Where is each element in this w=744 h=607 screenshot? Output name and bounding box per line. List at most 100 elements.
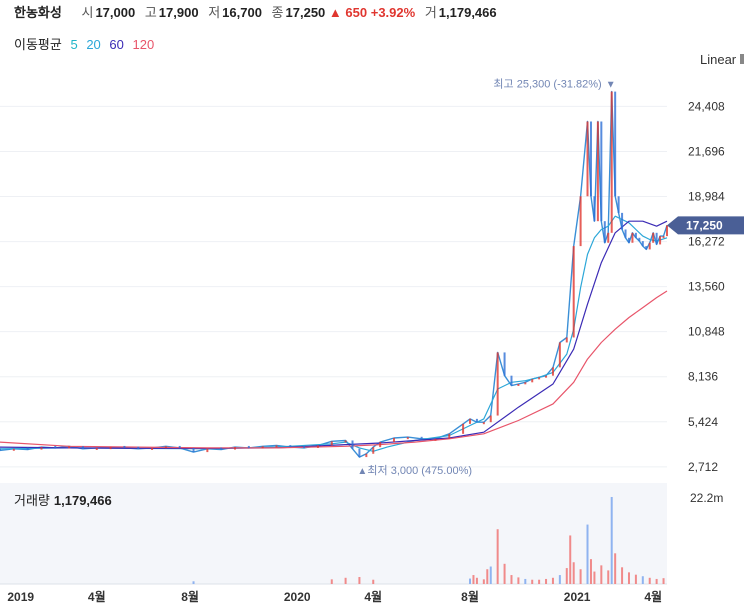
ma-60-label[interactable]: 60: [109, 37, 124, 52]
price-tick-label: 13,560: [688, 280, 725, 294]
price-tick-label: 5,424: [688, 415, 718, 429]
volume-bar: [475, 577, 478, 584]
price-candle: [275, 445, 278, 448]
price-candle: [593, 196, 596, 222]
price-tick-label: 8,136: [688, 370, 718, 384]
price-candle: [655, 232, 658, 245]
price-candle: [344, 440, 347, 443]
price-candle: [351, 440, 354, 449]
ma-120-label[interactable]: 120: [132, 37, 155, 52]
x-tick-label: 8월: [181, 589, 199, 604]
x-tick-label: 8월: [461, 589, 479, 604]
change-percent: +3.92%: [370, 5, 416, 20]
volume-bar: [496, 529, 499, 584]
price-candle: [206, 448, 209, 453]
volume-bar: [627, 572, 630, 584]
low-annotation-label: 최저 3,000 (475.00%): [367, 464, 472, 477]
price-candle: [330, 441, 333, 446]
price-candle: [603, 221, 606, 243]
price-candle: [434, 438, 437, 441]
stock-name: 한농화성: [14, 5, 62, 20]
price-candle: [151, 447, 154, 450]
price-candle: [178, 445, 181, 448]
low-annotation-arrow-icon: ▲: [357, 466, 367, 477]
price-candle: [631, 232, 634, 243]
price-candle: [659, 236, 662, 245]
price-tick-label: 18,984: [688, 190, 725, 204]
ma-20-label[interactable]: 20: [86, 37, 101, 52]
ma-5-label[interactable]: 5: [70, 37, 78, 52]
price-candle: [365, 453, 368, 458]
price-candle: [68, 446, 71, 449]
volume-bar: [517, 577, 520, 584]
price-candle: [617, 196, 620, 213]
high-annotation-arrow-icon: ▼: [606, 80, 616, 91]
volume-bar: [634, 574, 637, 584]
stock-header: 한농화성 시 17,000 고 17,900 저 16,700 종 17,250 ▲ 6…: [14, 4, 497, 22]
volume-bar: [358, 577, 361, 584]
volume-bar: [344, 577, 347, 584]
price-candle: [586, 121, 589, 197]
volume-tick-label: 22.2m: [690, 491, 723, 505]
change-value: 650: [345, 5, 368, 20]
volume-bar: [610, 496, 613, 584]
price-candle: [610, 91, 613, 233]
price-candle: [641, 241, 644, 247]
volume-bar: [192, 581, 195, 584]
price-candle: [303, 445, 306, 448]
open-value: 17,000: [95, 5, 136, 20]
price-candle: [475, 418, 478, 423]
volume-bar: [579, 569, 582, 584]
volume-label: 거: [424, 5, 437, 20]
price-candle: [26, 447, 29, 450]
price-candle: [624, 229, 627, 238]
volume-bar: [472, 575, 475, 584]
volume-bar: [572, 562, 575, 584]
price-candle: [621, 212, 624, 230]
volume-plot-area: [0, 483, 667, 584]
price-candle: [627, 237, 630, 243]
price-candle: [531, 379, 534, 383]
price-candle: [489, 415, 492, 423]
price-candle: [600, 121, 603, 222]
volume-bar: [482, 579, 485, 584]
high-label: 고: [144, 5, 157, 20]
volume-bar: [510, 575, 513, 584]
x-tick-label: 4월: [644, 589, 662, 604]
price-candle: [524, 382, 527, 385]
price-candle: [469, 418, 472, 424]
price-candle: [510, 375, 513, 386]
price-candle: [123, 445, 126, 448]
moving-average-legend[interactable]: 이동평균 5 20 60 120: [14, 34, 159, 53]
price-candle: [565, 337, 568, 343]
scroll-handle[interactable]: [740, 54, 744, 64]
x-tick-label: 2021: [564, 590, 591, 604]
price-candle: [496, 352, 499, 416]
low-value: 16,700: [222, 5, 262, 20]
price-candle: [261, 446, 264, 449]
high-value: 17,900: [158, 5, 199, 20]
scale-type-toggle[interactable]: Linear: [700, 52, 737, 67]
close-value: 17,250: [285, 5, 326, 20]
volume-bar: [621, 567, 624, 584]
x-tick-label: 4월: [88, 589, 106, 604]
price-candle: [81, 446, 84, 449]
price-candle: [40, 447, 43, 450]
volume-bar: [545, 578, 548, 584]
price-candle: [234, 447, 237, 450]
volume-bar: [569, 535, 572, 584]
low-label: 저: [208, 5, 221, 20]
price-candle: [316, 445, 319, 448]
price-candle: [192, 447, 195, 453]
volume-panel-title: 거래량 1,179,466: [14, 490, 112, 509]
price-candle: [137, 446, 140, 449]
price-candle: [482, 422, 485, 425]
price-candle: [579, 196, 582, 247]
price-candle: [634, 232, 637, 238]
volume-bar: [648, 577, 651, 584]
close-label: 종: [271, 5, 284, 20]
volume-panel-value: 1,179,466: [53, 493, 112, 508]
price-candle: [666, 225, 668, 237]
volume-bar: [589, 559, 592, 584]
